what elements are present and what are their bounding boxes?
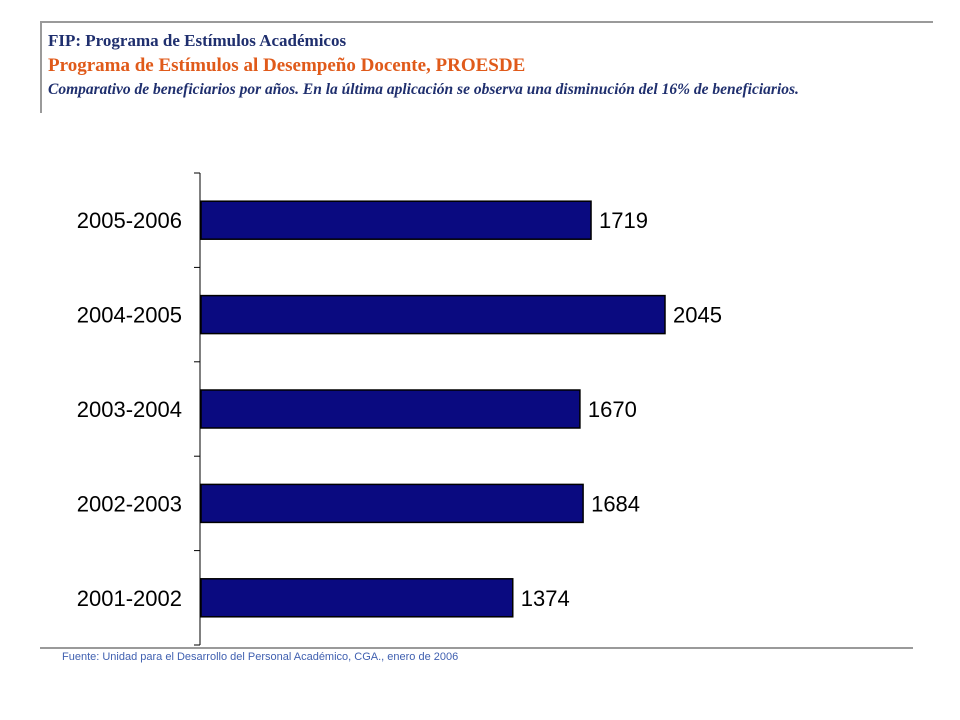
bottom-rule [40,647,913,649]
left-rule [40,21,42,113]
data-label: 1684 [591,491,640,516]
bar-2004-2005 [200,294,666,335]
category-label: 2003-2004 [77,397,182,422]
data-label: 1374 [521,586,570,611]
data-label: 1670 [588,397,637,422]
bar-2005-2006 [200,200,592,240]
supertitle: FIP: Programa de Estímulos Académicos [48,31,347,50]
category-label: 2004-2005 [77,303,182,328]
subtitle: Comparativo de beneficiarios por años. E… [48,81,799,98]
category-label: 2005-2006 [77,208,182,233]
source-note: Fuente: Unidad para el Desarrollo del Pe… [62,651,459,663]
header: FIP: Programa de Estímulos Académicos Pr… [48,30,908,101]
category-label: 2002-2003 [77,491,182,516]
top-rule [40,21,933,23]
bar-2001-2002 [200,578,514,618]
bar-2003-2004 [200,389,581,429]
category-label: 2001-2002 [77,586,182,611]
data-label: 1719 [599,208,648,233]
bar-2002-2003 [200,483,584,524]
page-title: Programa de Estímulos al Desempeño Docen… [48,55,526,76]
data-label: 2045 [673,303,722,328]
